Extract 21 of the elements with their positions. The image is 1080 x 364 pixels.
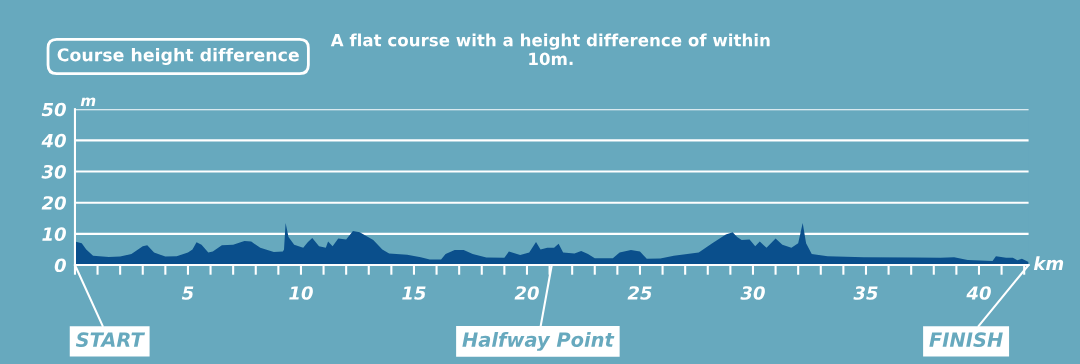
x-tick-label: 10 <box>289 286 313 300</box>
chart-subtitle: A flat course with a height difference of within 10m. <box>330 33 770 66</box>
x-tick-label: 30 <box>740 286 765 300</box>
annotation: START <box>75 332 146 348</box>
annotation: Halfway Point <box>462 331 615 351</box>
chart-title: Course height difference <box>57 47 299 65</box>
x-tick-label: 15 <box>402 286 426 300</box>
y-tick-label: 50 <box>41 102 66 117</box>
x-tick-label: 35 <box>853 286 878 300</box>
x-tick-label: 5 <box>181 286 194 300</box>
x-tick-label: 20 <box>514 286 539 300</box>
y-tick-label: 0 <box>54 258 66 273</box>
x-tick-label: 40 <box>966 286 991 300</box>
y-tick-label: 10 <box>42 227 66 241</box>
annotation: FINISH <box>929 332 1003 348</box>
y-tick-label: 30 <box>41 164 66 179</box>
x-axis-title: km <box>1033 256 1064 270</box>
y-tick-label: 40 <box>41 133 66 148</box>
x-tick-label: 25 <box>627 286 652 300</box>
y-tick-label: 20 <box>41 196 66 210</box>
y-axis-title: m <box>80 97 96 107</box>
